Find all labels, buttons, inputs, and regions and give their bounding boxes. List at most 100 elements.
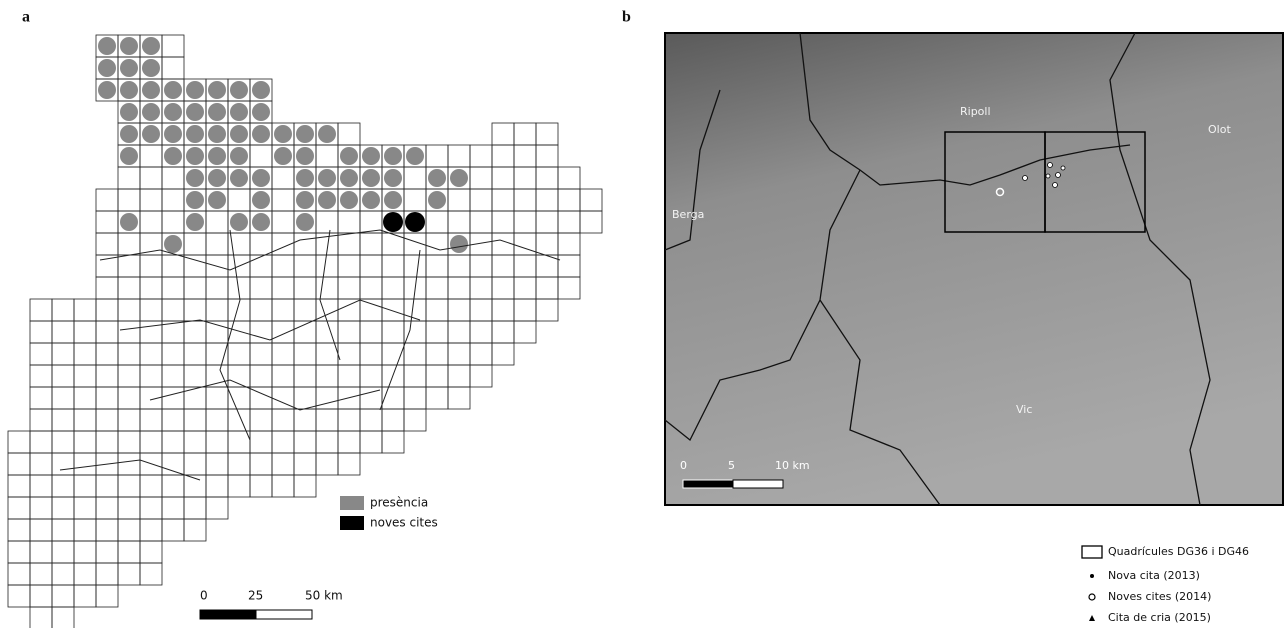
- grid-cell: [30, 453, 52, 475]
- grid-cell: [294, 453, 316, 475]
- grid-cell: [338, 233, 360, 255]
- presence-dot: [230, 147, 248, 165]
- panel-label: a: [22, 9, 30, 26]
- presence-dot: [230, 169, 248, 187]
- grid-cell: [316, 409, 338, 431]
- presence-dot: [296, 169, 314, 187]
- grid-cell: [184, 299, 206, 321]
- grid-cell: [536, 123, 558, 145]
- grid-cell: [294, 277, 316, 299]
- grid-cell: [162, 299, 184, 321]
- grid-cell: [184, 519, 206, 541]
- grid-cell: [118, 497, 140, 519]
- grid-cell: [140, 431, 162, 453]
- grid-cell: [96, 233, 118, 255]
- grid-cell: [360, 255, 382, 277]
- grid-cell: [140, 497, 162, 519]
- grid-cell: [96, 497, 118, 519]
- grid-cell: [492, 255, 514, 277]
- legend-symbol: [1090, 574, 1094, 578]
- grid-cell: [492, 123, 514, 145]
- grid-cell: [448, 299, 470, 321]
- presence-dot: [186, 147, 204, 165]
- scale-bar: [256, 610, 312, 619]
- grid-cell: [360, 277, 382, 299]
- grid-cell: [206, 497, 228, 519]
- presence-dot: [318, 169, 336, 187]
- presence-dot: [98, 37, 116, 55]
- grid-cell: [96, 343, 118, 365]
- grid-cell: [382, 277, 404, 299]
- presence-dot: [230, 103, 248, 121]
- grid-cell: [250, 365, 272, 387]
- grid-cell: [316, 387, 338, 409]
- grid-cell: [118, 431, 140, 453]
- grid-cell: [74, 563, 96, 585]
- presence-dot: [98, 81, 116, 99]
- grid-cell: [316, 145, 338, 167]
- grid-cell: [162, 35, 184, 57]
- grid-cell: [470, 189, 492, 211]
- grid-cell: [118, 233, 140, 255]
- grid-cell: [184, 365, 206, 387]
- grid-cell: [118, 563, 140, 585]
- grid-cell: [30, 607, 52, 628]
- grid-cell: [294, 299, 316, 321]
- legend-label: Noves cites (2014): [1108, 590, 1211, 603]
- presence-dot: [142, 81, 160, 99]
- grid-cell: [118, 321, 140, 343]
- legend-swatch: [340, 496, 364, 510]
- presence-dot: [362, 147, 380, 165]
- presence-dot: [120, 37, 138, 55]
- grid-cell: [30, 475, 52, 497]
- grid-cell: [184, 343, 206, 365]
- grid-cell: [316, 321, 338, 343]
- grid-cell: [162, 453, 184, 475]
- grid-cell: [74, 321, 96, 343]
- grid-cell: [140, 277, 162, 299]
- grid-cell: [382, 321, 404, 343]
- grid-cell: [162, 519, 184, 541]
- grid-cell: [514, 189, 536, 211]
- presence-dot: [296, 213, 314, 231]
- presence-dot: [252, 169, 270, 187]
- grid-cell: [206, 453, 228, 475]
- presence-dot: [120, 147, 138, 165]
- grid-cell: [96, 321, 118, 343]
- grid-cell: [404, 365, 426, 387]
- grid-cell: [206, 233, 228, 255]
- grid-cell: [360, 343, 382, 365]
- presence-dot: [340, 191, 358, 209]
- grid-cell: [448, 277, 470, 299]
- presence-dot: [164, 235, 182, 253]
- grid-cell: [184, 409, 206, 431]
- grid-cell: [514, 145, 536, 167]
- grid-cell: [492, 321, 514, 343]
- grid-cell: [448, 321, 470, 343]
- grid-cell: [492, 343, 514, 365]
- grid-cell: [52, 387, 74, 409]
- grid-cell: [316, 431, 338, 453]
- grid-cell: [272, 211, 294, 233]
- grid-cell: [206, 387, 228, 409]
- presence-dot: [384, 191, 402, 209]
- presence-dot: [252, 81, 270, 99]
- presence-dot: [252, 103, 270, 121]
- grid-cell: [536, 277, 558, 299]
- grid-cell: [360, 365, 382, 387]
- grid-cell: [8, 563, 30, 585]
- presence-dot: [142, 59, 160, 77]
- grid-cell: [448, 145, 470, 167]
- grid-cell: [118, 519, 140, 541]
- grid-cell: [96, 519, 118, 541]
- grid-cell: [536, 233, 558, 255]
- grid-cell: [272, 343, 294, 365]
- grid-cell: [426, 299, 448, 321]
- grid-cell: [228, 343, 250, 365]
- grid-cell: [30, 519, 52, 541]
- grid-cell: [228, 475, 250, 497]
- grid-cell: [118, 277, 140, 299]
- grid-cell: [360, 431, 382, 453]
- grid-cell: [558, 233, 580, 255]
- grid-cell: [206, 409, 228, 431]
